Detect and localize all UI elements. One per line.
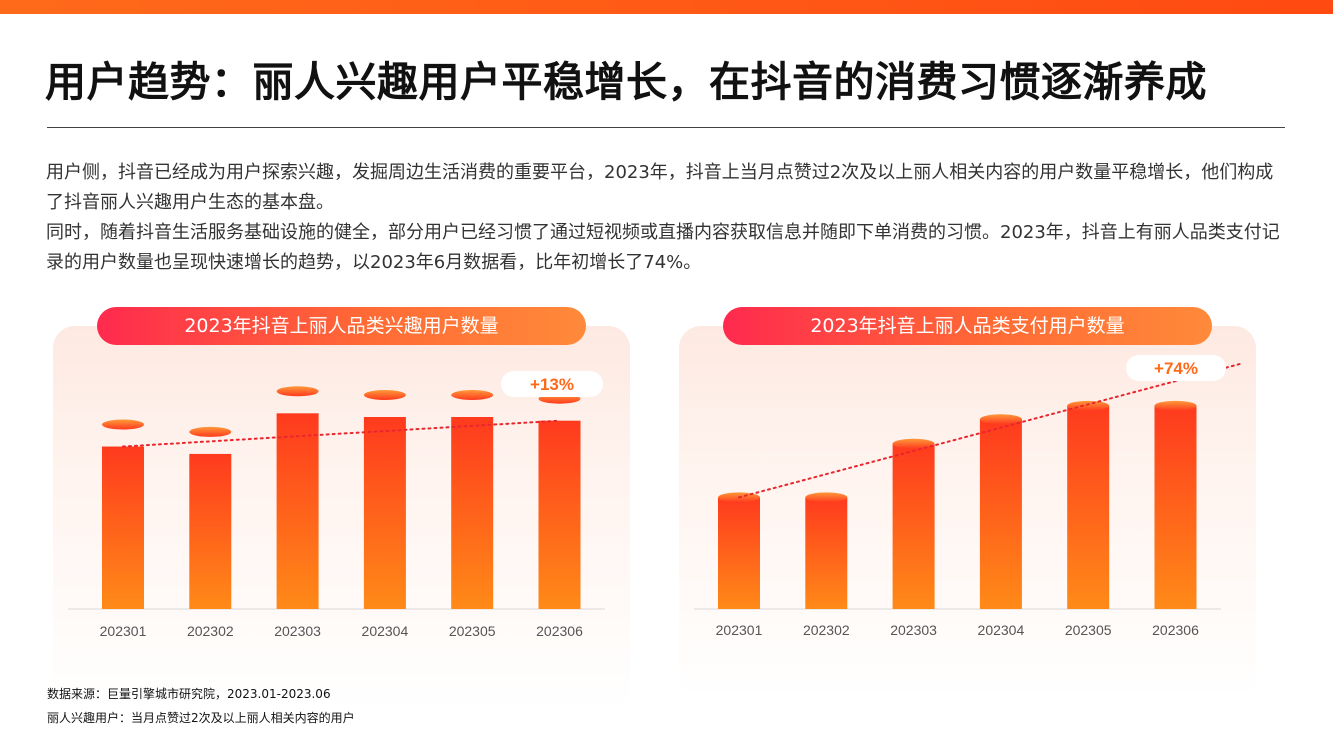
bar-cap-202301 bbox=[102, 419, 144, 430]
interest-users-bar-chart: 202301 202302 202303 202304 202305 202306 +13% bbox=[68, 371, 605, 639]
bar-202304 bbox=[979, 419, 1022, 609]
bar-cap-202304 bbox=[979, 414, 1022, 425]
bar-cap-202302 bbox=[189, 426, 232, 437]
x-tick-label: 202304 bbox=[362, 623, 409, 639]
x-tick-label: 202301 bbox=[100, 623, 147, 639]
bar-cap-202303 bbox=[276, 386, 319, 397]
bar-cap-202304 bbox=[363, 390, 406, 400]
growth-badge bbox=[501, 371, 603, 397]
paying-users-bar-chart: 202301 202302 202303 202304 202305 202306 +74% bbox=[694, 355, 1242, 638]
bar-202302 bbox=[805, 497, 848, 609]
bar-202306 bbox=[538, 420, 581, 609]
bar-cap-202306 bbox=[1154, 400, 1197, 411]
x-tick-label: 202306 bbox=[1152, 622, 1199, 638]
x-tick-label: 202301 bbox=[716, 622, 763, 638]
bar-202303 bbox=[276, 413, 319, 609]
bar-202306 bbox=[1154, 405, 1197, 609]
data-source-note: 数据来源：巨量引擎城市研究院，2023.01-2023.06 bbox=[47, 687, 331, 701]
bar-202301 bbox=[102, 446, 144, 609]
x-tick-label: 202305 bbox=[449, 623, 496, 639]
title-divider bbox=[47, 127, 1285, 128]
bar-202305 bbox=[451, 417, 494, 609]
bar-202302 bbox=[189, 453, 232, 609]
bar-202301 bbox=[718, 497, 760, 609]
trend-line bbox=[738, 362, 1242, 499]
growth-label: +74% bbox=[1154, 359, 1198, 378]
x-tick-label: 202303 bbox=[890, 622, 937, 638]
x-tick-label: 202306 bbox=[536, 623, 583, 639]
x-tick-label: 202305 bbox=[1065, 622, 1112, 638]
definition-note: 丽人兴趣用户：当月点赞过2次及以上丽人相关内容的用户 bbox=[47, 711, 355, 725]
bar-cap-202305 bbox=[1067, 400, 1110, 411]
x-tick-label: 202303 bbox=[274, 623, 321, 639]
top-accent-bar bbox=[0, 0, 1333, 14]
bar-202305 bbox=[1067, 405, 1110, 609]
x-tick-label: 202302 bbox=[803, 622, 850, 638]
bar-cap-202305 bbox=[451, 390, 494, 400]
growth-badge bbox=[1126, 355, 1226, 381]
bar-202303 bbox=[892, 443, 935, 609]
intro-paragraph-2: 同时，随着抖音生活服务基础设施的健全，部分用户已经习惯了通过短视频或直播内容获取… bbox=[46, 222, 1280, 273]
page-title: 用户趋势：丽人兴趣用户平稳增长，在抖音的消费习惯逐渐养成 bbox=[45, 58, 1207, 106]
bar-cap-202302 bbox=[805, 492, 848, 503]
interest-users-chart-title: 2023年抖音上丽人品类兴趣用户数量 bbox=[97, 307, 586, 345]
paying-users-chart-title: 2023年抖音上丽人品类支付用户数量 bbox=[723, 307, 1212, 345]
trend-line bbox=[122, 419, 561, 448]
x-tick-label: 202302 bbox=[187, 623, 234, 639]
bar-202304 bbox=[363, 417, 406, 609]
x-tick-label: 202304 bbox=[978, 622, 1025, 638]
growth-label: +13% bbox=[530, 375, 574, 394]
bar-cap-202303 bbox=[892, 438, 935, 449]
intro-paragraph-1: 用户侧，抖音已经成为用户探索兴趣，发掘周边生活消费的重要平台，2023年，抖音上… bbox=[46, 162, 1274, 213]
